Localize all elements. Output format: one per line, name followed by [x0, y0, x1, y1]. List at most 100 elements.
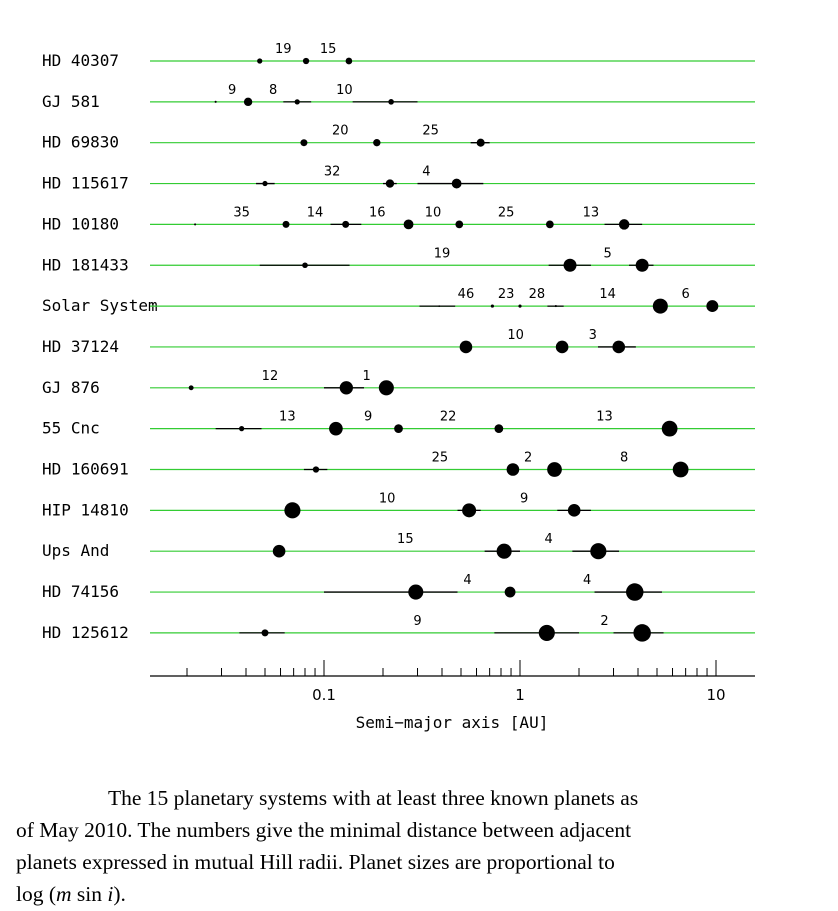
system-label: HD 160691 — [42, 460, 129, 479]
planet-marker — [494, 424, 504, 434]
planet-marker — [388, 99, 394, 105]
planet-marker — [496, 543, 512, 559]
hill-radii-label: 22 — [440, 410, 457, 425]
hill-radii-label: 4 — [463, 573, 471, 588]
system-row: Ups And 15 4 — [42, 532, 755, 560]
planet-marker — [300, 139, 308, 147]
planet-marker — [261, 629, 269, 637]
hill-radii-label: 23 — [498, 287, 515, 302]
hill-radii-label: 9 — [364, 410, 372, 425]
hill-radii-label: 15 — [397, 532, 414, 547]
hill-radii-label: 4 — [583, 573, 591, 588]
x-axis: 0.1 1 10 — [150, 660, 755, 704]
hill-radii-label: 19 — [434, 246, 451, 261]
hill-radii-label: 2 — [600, 614, 608, 629]
system-row: GJ 876 12 1 — [42, 369, 755, 397]
hill-radii-label: 32 — [324, 165, 341, 180]
planet-marker — [506, 463, 520, 476]
hill-radii-label: 4 — [422, 165, 430, 180]
hill-radii-label: 25 — [422, 124, 439, 139]
hill-radii-label: 13 — [583, 205, 600, 220]
planet-marker — [476, 138, 485, 147]
system-row: HD 10180 35 14 16 10 25 13 — [42, 205, 755, 233]
system-label: HD 69830 — [42, 133, 119, 152]
system-label: 55 Cnc — [42, 419, 100, 438]
planet-marker — [373, 139, 381, 147]
hill-radii-label: 16 — [369, 205, 386, 220]
system-label: Ups And — [42, 541, 109, 560]
hill-radii-label: 13 — [596, 410, 613, 425]
caption-i-symbol: i — [107, 882, 114, 906]
planet-marker — [563, 258, 577, 272]
caption-sin: sin — [71, 882, 108, 906]
hill-radii-label: 3 — [589, 328, 597, 343]
hill-radii-label: 9 — [520, 491, 528, 506]
system-row: 55 Cnc 13 9 22 13 — [42, 410, 755, 438]
planet-marker — [635, 258, 649, 272]
system-row: HD 74156 4 4 — [42, 573, 755, 601]
hill-radii-label: 25 — [498, 205, 515, 220]
caption-m-symbol: m — [56, 882, 72, 906]
system-row: HIP 14810 10 9 — [42, 491, 755, 519]
planet-marker — [567, 504, 581, 517]
system-label: GJ 876 — [42, 378, 100, 397]
hill-radii-label: 10 — [336, 83, 353, 98]
planet-marker — [545, 220, 554, 229]
hill-radii-label: 19 — [275, 42, 292, 57]
system-row: HD 125612 9 2 — [42, 614, 755, 642]
system-row: GJ 581 9 8 10 — [42, 83, 755, 111]
planet-marker — [329, 421, 343, 436]
caption-log-prefix: log ( — [16, 882, 57, 906]
hill-radii-label: 46 — [458, 287, 475, 302]
planet-marker — [239, 426, 245, 432]
hill-radii-label: 20 — [332, 124, 349, 139]
planet-marker — [438, 305, 441, 307]
planet-marker — [284, 502, 301, 519]
planet-marker — [378, 380, 394, 396]
planet-marker — [547, 462, 562, 477]
hill-radii-label: 9 — [228, 83, 236, 98]
hill-radii-label: 8 — [269, 83, 277, 98]
planet-marker — [706, 300, 719, 313]
system-row: HD 181433 19 5 — [42, 246, 755, 274]
planet-marker — [518, 304, 522, 308]
planet-marker — [672, 461, 689, 478]
system-label: HD 115617 — [42, 174, 129, 193]
planet-marker — [302, 57, 310, 65]
system-label: HIP 14810 — [42, 500, 129, 519]
system-row: Solar System 46 23 28 14 6 — [42, 287, 755, 315]
hill-radii-label: 1 — [362, 369, 370, 384]
planet-marker — [633, 624, 651, 642]
planet-marker — [272, 544, 286, 558]
hill-radii-label: 10 — [425, 205, 442, 220]
planet-marker — [626, 583, 644, 601]
planet-marker — [618, 219, 630, 230]
system-row: HD 37124 10 3 — [42, 328, 755, 356]
hill-radii-label: 15 — [320, 42, 337, 57]
planet-marker — [612, 340, 626, 354]
system-label: HD 10180 — [42, 214, 119, 233]
hill-radii-label: 10 — [379, 491, 396, 506]
hill-radii-label: 25 — [432, 451, 449, 466]
planet-marker — [194, 223, 197, 226]
planet-marker — [455, 220, 464, 229]
figure-caption: The 15 planetary systems with at least t… — [16, 782, 816, 910]
planet-marker — [342, 220, 350, 228]
planet-marker — [555, 340, 569, 354]
system-label: HD 181433 — [42, 255, 129, 274]
planet-marker — [462, 503, 477, 518]
x-axis-label: Semi−major axis [AU] — [356, 713, 549, 732]
system-row: HD 115617 32 4 — [42, 165, 755, 193]
planet-marker — [661, 420, 678, 437]
hill-radii-label: 5 — [604, 246, 612, 261]
planet-marker — [214, 100, 217, 103]
planet-marker — [408, 584, 424, 600]
caption-line-4: log (m sin i). — [16, 878, 816, 910]
hill-radii-label: 10 — [507, 328, 524, 343]
planet-marker — [394, 424, 403, 434]
planet-marker — [188, 385, 194, 391]
planet-marker — [451, 178, 462, 189]
x-tick-label: 10 — [706, 686, 725, 704]
